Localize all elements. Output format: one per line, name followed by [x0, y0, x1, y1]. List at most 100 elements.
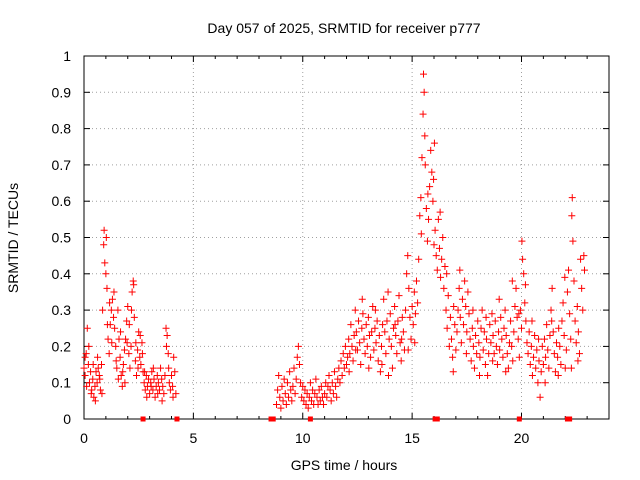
data-point [378, 342, 385, 350]
data-point [326, 386, 334, 394]
data-point [555, 324, 563, 332]
data-point [457, 339, 465, 347]
data-point [516, 306, 524, 314]
data-point [168, 371, 175, 379]
data-point [504, 364, 512, 372]
data-point [160, 390, 168, 398]
data-point [462, 350, 470, 358]
data-point [521, 281, 529, 289]
data-point [123, 317, 131, 325]
data-point [94, 353, 102, 361]
data-point [424, 190, 432, 198]
data-point [149, 364, 157, 372]
data-point [448, 335, 455, 343]
x-tick-label: 15 [404, 430, 420, 446]
data-points [80, 70, 588, 422]
data-point [134, 364, 142, 372]
data-point [512, 284, 520, 292]
data-point [382, 350, 390, 358]
data-point [420, 88, 428, 96]
data-point [570, 277, 578, 285]
data-point [499, 353, 507, 361]
data-point [442, 306, 450, 314]
data-point [533, 346, 541, 354]
data-point [414, 299, 422, 307]
data-point [101, 259, 109, 267]
data-point [528, 317, 536, 325]
data-point [386, 310, 394, 318]
data-point [130, 313, 138, 321]
data-point [489, 332, 497, 340]
data-point [381, 328, 389, 336]
data-point [522, 317, 530, 325]
data-point [162, 342, 170, 350]
data-point [352, 346, 360, 354]
data-point [357, 361, 365, 369]
data-point [508, 342, 516, 350]
data-point [539, 361, 547, 369]
data-point [290, 364, 298, 372]
data-point [359, 310, 367, 318]
data-point [119, 361, 127, 369]
data-point [352, 328, 360, 336]
y-tick-label: 0.6 [52, 193, 72, 209]
data-point [545, 364, 553, 372]
data-point [525, 328, 533, 336]
data-point [417, 194, 425, 202]
data-point [323, 393, 331, 401]
data-point [98, 361, 105, 369]
data-point [495, 328, 503, 336]
data-point [336, 379, 344, 387]
data-point [343, 361, 350, 369]
data-point [580, 252, 588, 260]
data-point [99, 306, 107, 314]
data-point [562, 346, 570, 354]
data-point [337, 357, 345, 365]
data-point [404, 252, 412, 260]
data-point [159, 382, 167, 390]
data-point [135, 328, 143, 336]
data-point [502, 332, 510, 340]
data-point [279, 397, 287, 405]
data-point [462, 302, 470, 310]
data-point [535, 335, 543, 343]
data-point [291, 390, 299, 398]
data-point [360, 335, 368, 343]
data-point [513, 313, 521, 321]
data-point [332, 382, 340, 390]
data-point [540, 335, 548, 343]
data-point [388, 364, 396, 372]
data-point [102, 234, 110, 241]
data-point [298, 393, 306, 401]
data-point [559, 299, 567, 307]
data-point [510, 328, 518, 336]
data-point [136, 332, 144, 340]
data-point [413, 277, 420, 285]
data-point [475, 339, 483, 347]
data-point [558, 317, 566, 325]
zero-data-point [516, 416, 522, 422]
data-point [127, 306, 135, 314]
chart-title: Day 057 of 2025, SRMTID for receiver p77… [207, 20, 480, 36]
data-point [503, 350, 511, 358]
y-tick-label: 0.2 [52, 338, 72, 354]
data-point [114, 306, 122, 314]
data-point [134, 346, 142, 354]
data-point [114, 375, 122, 383]
data-point [164, 350, 172, 358]
data-point [108, 295, 116, 303]
data-point [344, 353, 352, 361]
data-point [395, 292, 403, 300]
data-point [365, 332, 373, 340]
data-point [553, 339, 560, 347]
data-point [275, 371, 283, 379]
data-point [80, 364, 88, 372]
data-point [392, 332, 400, 340]
data-point [341, 342, 349, 350]
data-point [394, 317, 402, 325]
data-point [515, 310, 523, 318]
data-point [322, 379, 330, 387]
grid-lines [84, 56, 609, 419]
data-point [141, 368, 149, 376]
data-point [509, 357, 517, 365]
